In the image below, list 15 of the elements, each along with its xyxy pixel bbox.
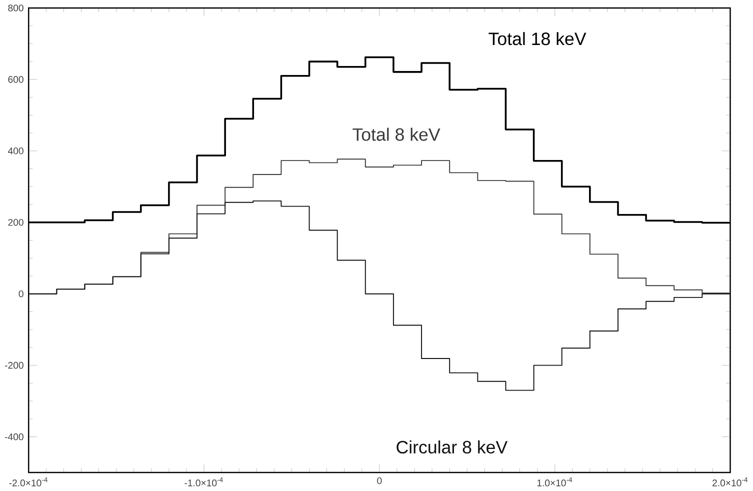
y-tick-label: -400 [5, 433, 24, 440]
text: Total 18 keV [488, 32, 586, 46]
x-tick-label: -2.0×10$^{-4}$ [9, 477, 48, 486]
y-tick-label: 0 [18, 290, 24, 298]
x-tick-label: 0 [377, 477, 382, 484]
x-tick-label: 2.0×10$^{-4}$ [712, 477, 748, 486]
text: Circular 8 keV [396, 440, 508, 454]
y-tick-label: -200 [5, 362, 24, 369]
y-tick-label: 600 [8, 76, 24, 83]
x-tick-label: -1.0×10$^{-4}$ [184, 477, 223, 486]
x-tick-label: 1.0×10$^{-4}$ [537, 477, 572, 486]
y-tick-label: 400 [8, 148, 24, 154]
y-tick-label: 200 [8, 219, 24, 226]
series-label: Total 8 keV [352, 128, 440, 141]
y-tick-label: 800 [8, 4, 24, 12]
